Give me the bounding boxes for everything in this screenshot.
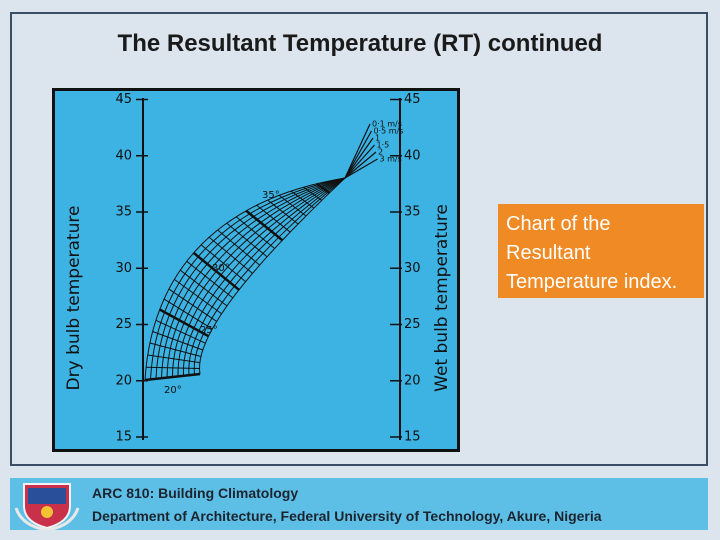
grid-cross bbox=[290, 190, 315, 209]
right-tick-label: 35 bbox=[404, 205, 421, 220]
slide-title: The Resultant Temperature (RT) continued bbox=[117, 30, 603, 57]
wind-speed-label: 1·5 bbox=[377, 141, 390, 150]
grid-cross bbox=[200, 244, 246, 282]
wind-speed-label: 0·1 m/s bbox=[372, 120, 402, 129]
grid-cross bbox=[149, 342, 202, 357]
curve-label: 25° bbox=[200, 325, 218, 336]
figure-background bbox=[52, 88, 460, 452]
grid-cross bbox=[267, 199, 299, 225]
frame bbox=[10, 12, 708, 466]
right-tick-label: 20 bbox=[404, 373, 421, 388]
right-tick-label: 25 bbox=[404, 317, 421, 332]
left-tick-label: 20 bbox=[115, 373, 132, 388]
grid-cross bbox=[146, 366, 200, 370]
curve-label: 20° bbox=[164, 385, 182, 396]
grid-cross bbox=[179, 269, 228, 307]
nomogram: Dry bulb temperature Wet bulb temperatur… bbox=[52, 88, 460, 452]
wind-line bbox=[344, 123, 371, 179]
grid-cross bbox=[163, 298, 213, 330]
left-tick-label: 40 bbox=[115, 148, 132, 163]
grid-cross bbox=[192, 251, 240, 291]
grid-cross bbox=[303, 186, 323, 201]
wind-speed-label: 3 m/s bbox=[380, 155, 402, 164]
wind-line bbox=[344, 158, 378, 179]
curve-label: 35° bbox=[262, 190, 280, 201]
grid-curve bbox=[155, 177, 346, 379]
grid-cross bbox=[155, 319, 206, 344]
grid-cross bbox=[256, 204, 291, 233]
left-tick-label: 25 bbox=[115, 317, 132, 332]
left-tick-label: 45 bbox=[115, 92, 132, 107]
left-tick-label: 35 bbox=[115, 205, 132, 220]
grid-cross bbox=[315, 182, 331, 194]
right-tick-label: 45 bbox=[404, 92, 421, 107]
wind-line bbox=[344, 130, 373, 179]
wind-speed-label: 0·5 m/s bbox=[374, 127, 404, 136]
right-axis-label: Wet bulb temperature bbox=[432, 204, 452, 392]
grid-cross bbox=[152, 331, 203, 351]
grid-cross bbox=[208, 236, 253, 274]
grid-cross bbox=[217, 229, 260, 266]
wind-speed-label: 1 bbox=[375, 134, 380, 143]
right-tick-label: 30 bbox=[404, 261, 421, 276]
left-tick-label: 15 bbox=[115, 430, 132, 445]
right-tick-label: 15 bbox=[404, 430, 421, 445]
logo bbox=[14, 483, 80, 530]
nomogram-grid bbox=[144, 123, 378, 382]
grid-cross bbox=[186, 260, 234, 299]
grid-cross bbox=[245, 209, 284, 242]
callout: Chart of the Resultant Temperature index… bbox=[498, 204, 704, 298]
grid-cross bbox=[174, 279, 222, 315]
grid-curve bbox=[166, 177, 346, 378]
wind-line bbox=[344, 151, 377, 179]
right-tick-label: 40 bbox=[404, 148, 421, 163]
footer-course: ARC 810: Building Climatology bbox=[92, 485, 299, 501]
footer-department: Department of Architecture, Federal Univ… bbox=[92, 508, 602, 524]
wind-line bbox=[344, 144, 375, 179]
grid-cross bbox=[147, 354, 200, 364]
footer: ARC 810: Building Climatology Department… bbox=[10, 478, 708, 530]
grid-curve bbox=[198, 177, 346, 375]
grid-curve bbox=[182, 177, 346, 376]
wind-line bbox=[344, 137, 374, 179]
grid-cross bbox=[159, 308, 210, 338]
left-axis-label: Dry bulb temperature bbox=[64, 206, 84, 391]
grid-cross bbox=[278, 194, 307, 217]
wind-speed-label: 2 bbox=[378, 148, 383, 157]
grid-cross bbox=[235, 216, 275, 249]
grid-cross bbox=[168, 288, 217, 322]
left-tick-label: 30 bbox=[115, 261, 132, 276]
grid-cross bbox=[226, 222, 268, 258]
grid-cross bbox=[144, 372, 201, 382]
curve-label: 30° bbox=[212, 263, 230, 274]
